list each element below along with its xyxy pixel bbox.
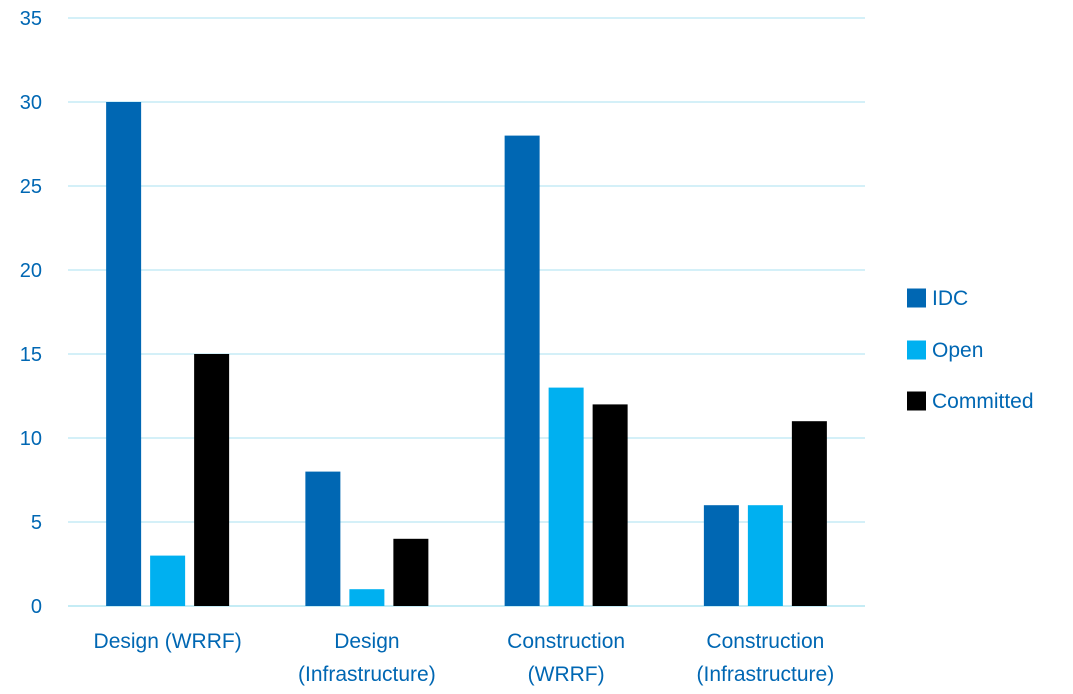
y-tick-label: 25: [20, 176, 42, 198]
bar-open-0: [150, 555, 186, 606]
bar-committed-2: [592, 404, 628, 606]
bar-open-2: [548, 387, 584, 606]
bar-committed-1: [393, 538, 429, 606]
bar-idc-2: [504, 135, 540, 606]
x-category-label: (WRRF): [528, 663, 605, 686]
legend-swatch-open: [907, 340, 926, 360]
bar-open-3: [747, 505, 783, 606]
bar-idc-3: [703, 505, 739, 606]
y-tick-label: 20: [20, 260, 42, 282]
legend-label-committed: Committed: [932, 390, 1034, 413]
bar-committed-0: [194, 354, 230, 606]
y-tick-label: 35: [20, 8, 42, 30]
x-axis-category-labels: Design (WRRF) Design (Infrastructure) Const…: [94, 630, 835, 686]
bar-idc-0: [106, 102, 142, 606]
x-category-label: (Infrastructure): [697, 663, 835, 686]
legend-label-open: Open: [932, 339, 983, 362]
gridlines: [68, 17, 865, 607]
x-category-label: Construction: [507, 630, 625, 653]
x-category-label: Construction: [706, 630, 824, 653]
y-tick-label: 30: [20, 92, 42, 114]
bars: [106, 102, 827, 606]
y-tick-label: 0: [31, 596, 42, 618]
legend-label-idc: IDC: [932, 287, 968, 310]
x-category-label: Design: [334, 630, 399, 653]
y-tick-label: 5: [31, 512, 42, 534]
y-tick-label: 10: [20, 428, 42, 450]
bar-idc-1: [305, 471, 341, 606]
x-category-label: (Infrastructure): [298, 663, 436, 686]
y-tick-label: 15: [20, 344, 42, 366]
legend: IDC Open Committed: [907, 287, 1034, 413]
legend-swatch-idc: [907, 288, 926, 308]
bar-open-1: [349, 589, 385, 606]
legend-swatch-committed: [907, 391, 926, 411]
bar-committed-3: [791, 421, 827, 606]
y-axis-tick-labels: 0 5 10 15 20 25 30 35: [20, 8, 42, 618]
x-category-label: Design (WRRF): [94, 630, 242, 653]
